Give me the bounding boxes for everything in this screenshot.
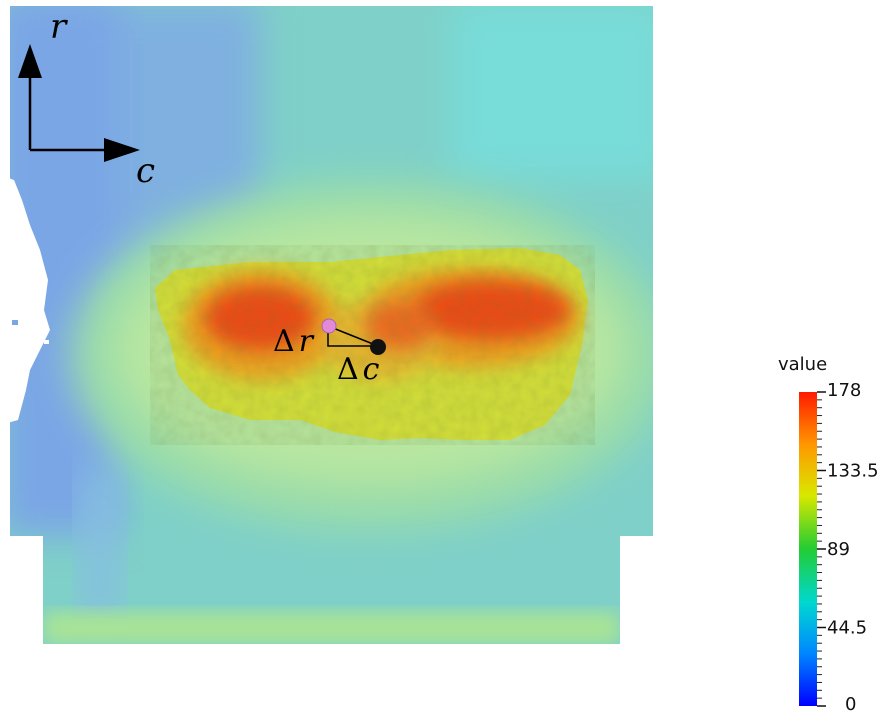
c-axis-arrowhead [104, 138, 140, 162]
colorbar-tick-label: 133.5 [827, 461, 879, 482]
colorbar-minor-ticks [817, 391, 822, 707]
r-axis-label: r [50, 7, 68, 47]
delta-triangle [327, 325, 379, 347]
end-point-marker [370, 339, 386, 355]
colorbar: value 178 133.5 89 44.5 0 [778, 354, 879, 715]
colorbar-title: value [778, 354, 827, 375]
c-axis-label: c [136, 151, 155, 191]
colorbar-tick-label: 0 [845, 694, 856, 715]
coordinate-axes: r c [18, 7, 155, 191]
start-point-marker [321, 318, 337, 334]
colorbar-tick-label: 44.5 [827, 618, 867, 639]
colorbar-ramp [799, 392, 817, 706]
colorbar-tick-label: 178 [827, 380, 861, 401]
colorbar-major-ticks: 178 133.5 89 44.5 0 [817, 380, 879, 715]
colorbar-tick-label: 89 [827, 539, 850, 560]
r-axis-arrowhead [18, 44, 42, 78]
